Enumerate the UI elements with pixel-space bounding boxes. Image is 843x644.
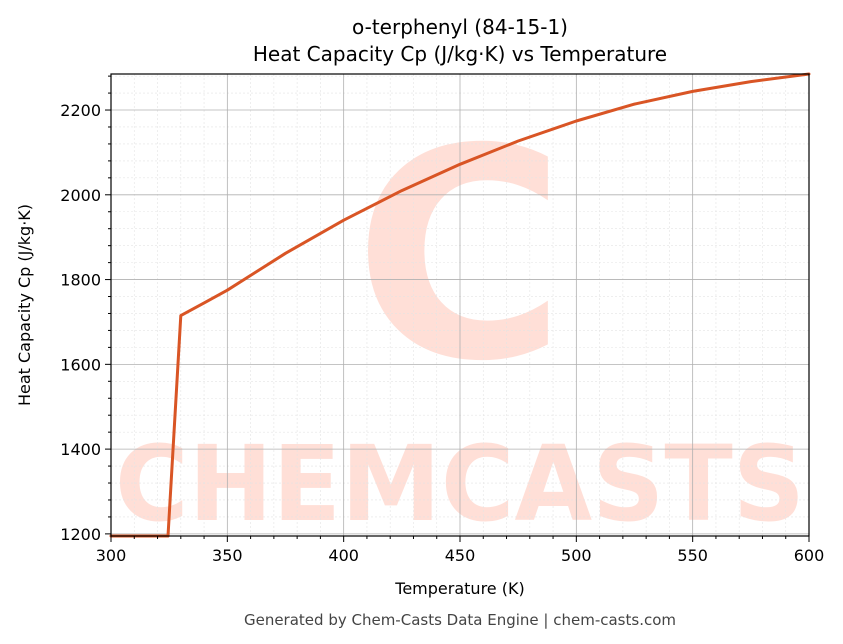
chart-title: o-terphenyl (84-15-1) <box>352 15 568 39</box>
x-axis: 300 350 400 450 500 550 600 <box>96 536 825 565</box>
series-layer <box>109 72 811 538</box>
x-tick-label: 550 <box>677 546 708 565</box>
y-tick-label: 1200 <box>60 525 101 544</box>
y-axis-label: Heat Capacity Cp (J/kg·K) <box>15 204 34 406</box>
x-tick-label: 350 <box>212 546 243 565</box>
chart-subtitle: Heat Capacity Cp (J/kg·K) vs Temperature <box>253 42 667 66</box>
x-tick-label: 450 <box>445 546 476 565</box>
series-line <box>109 72 811 538</box>
y-tick-label: 2200 <box>60 101 101 120</box>
y-tick-label: 1400 <box>60 440 101 459</box>
x-tick-label: 400 <box>328 546 359 565</box>
y-axis: 1200 1400 1600 1800 2000 2200 <box>60 75 111 544</box>
footer-credit: Generated by Chem-Casts Data Engine | ch… <box>244 611 676 629</box>
x-tick-label: 600 <box>794 546 825 565</box>
x-tick-label: 300 <box>96 546 127 565</box>
x-tick-label: 500 <box>561 546 592 565</box>
y-tick-label: 1800 <box>60 271 101 290</box>
y-tick-label: 2000 <box>60 186 101 205</box>
y-tick-label: 1600 <box>60 355 101 374</box>
x-axis-label: Temperature (K) <box>394 579 524 598</box>
